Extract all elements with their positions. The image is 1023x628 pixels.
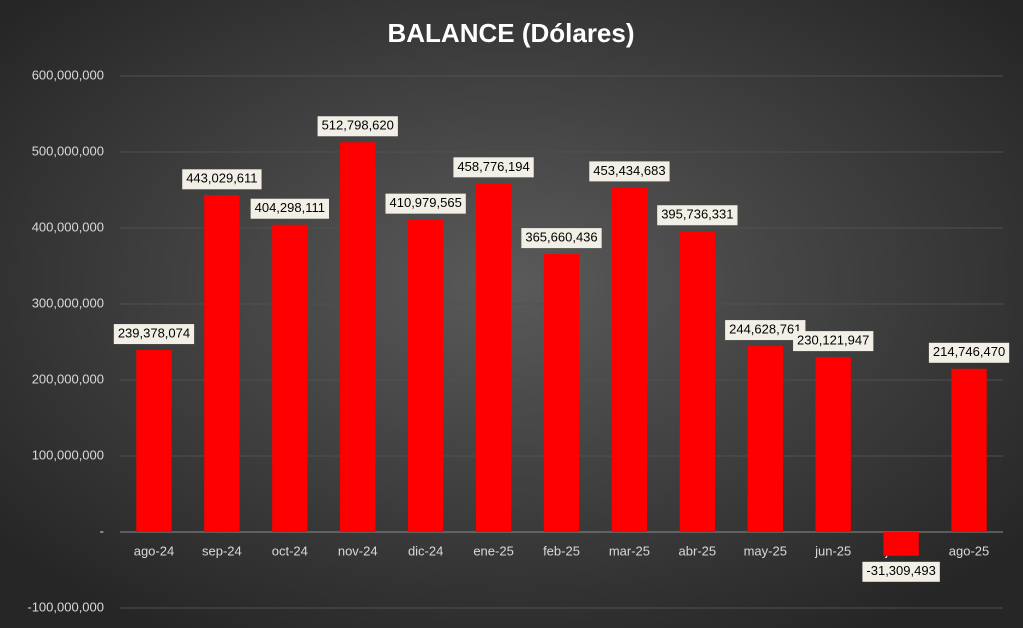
y-tick-label: 200,000,000 [32,371,104,386]
x-tick-label: sep-24 [202,543,242,558]
value-label: 443,029,611 [186,171,257,186]
x-tick-label: oct-24 [272,543,308,558]
value-label: 395,736,331 [661,207,733,222]
bar [136,350,172,532]
bar [951,368,987,532]
label-box [453,157,534,178]
value-label: 244,628,761 [729,322,801,337]
x-tick-label: abr-25 [679,543,717,558]
bar [747,346,783,532]
chart-title: BALANCE (Dólares) [387,18,634,48]
value-label: 239,378,074 [118,326,190,341]
x-tick-label: mar-25 [609,543,650,558]
label-box [725,320,806,341]
value-label: 410,979,565 [390,195,462,210]
value-label: 230,121,947 [797,333,869,348]
value-label: 453,434,683 [593,163,665,178]
x-tick-label: may-25 [744,543,787,558]
bar [815,357,851,532]
y-tick-label: 300,000,000 [32,295,104,310]
label-box [793,331,874,352]
label-box [521,228,602,249]
label-box [657,205,738,226]
bar [204,195,240,533]
bar [340,142,376,532]
x-tick-label: ago-24 [134,543,174,558]
bar [883,532,919,556]
bar [543,254,580,532]
bar [272,224,308,532]
bar [611,187,648,532]
value-label: 458,776,194 [457,159,529,174]
label-box [113,324,195,345]
value-label: 214,746,470 [933,344,1005,359]
y-tick-label: 100,000,000 [32,447,104,462]
y-tick-label: 400,000,000 [32,219,104,234]
y-tick-label: 500,000,000 [32,143,104,158]
bar [679,231,716,532]
label-box [182,169,262,190]
x-tick-label: feb-25 [543,543,580,558]
x-tick-label: ago-25 [949,543,989,558]
label-box [385,193,466,214]
label-box [250,198,329,219]
label-box [862,561,940,582]
bar [475,183,512,533]
x-tick-label: dic-24 [408,543,443,558]
label-box [589,161,670,182]
value-label: -31,309,493 [866,563,935,578]
x-tick-label: ene-25 [473,543,513,558]
value-label: 512,798,620 [322,118,394,133]
x-tick-label: jun-25 [814,543,851,558]
bar [407,219,444,533]
x-tick-label: nov-24 [338,543,378,558]
y-tick-label: 600,000,000 [32,67,104,82]
label-box [317,116,398,137]
value-label: 365,660,436 [525,230,597,245]
label-box [928,342,1010,363]
y-tick-label: - [100,523,104,538]
value-label: 404,298,111 [255,200,325,215]
y-tick-label: -100,000,000 [27,599,104,614]
